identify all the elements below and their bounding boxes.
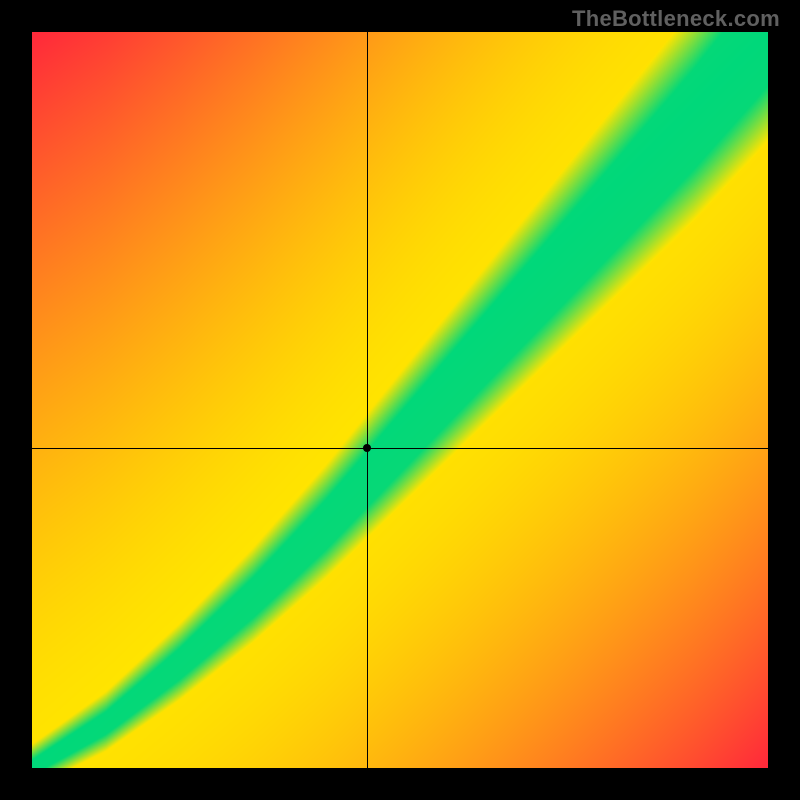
chart-container: TheBottleneck.com [0,0,800,800]
plot-area [32,32,768,768]
bottleneck-heatmap [32,32,768,768]
watermark-text: TheBottleneck.com [572,6,780,32]
crosshair-horizontal [32,448,768,449]
selection-marker [363,444,371,452]
crosshair-vertical [367,32,368,768]
